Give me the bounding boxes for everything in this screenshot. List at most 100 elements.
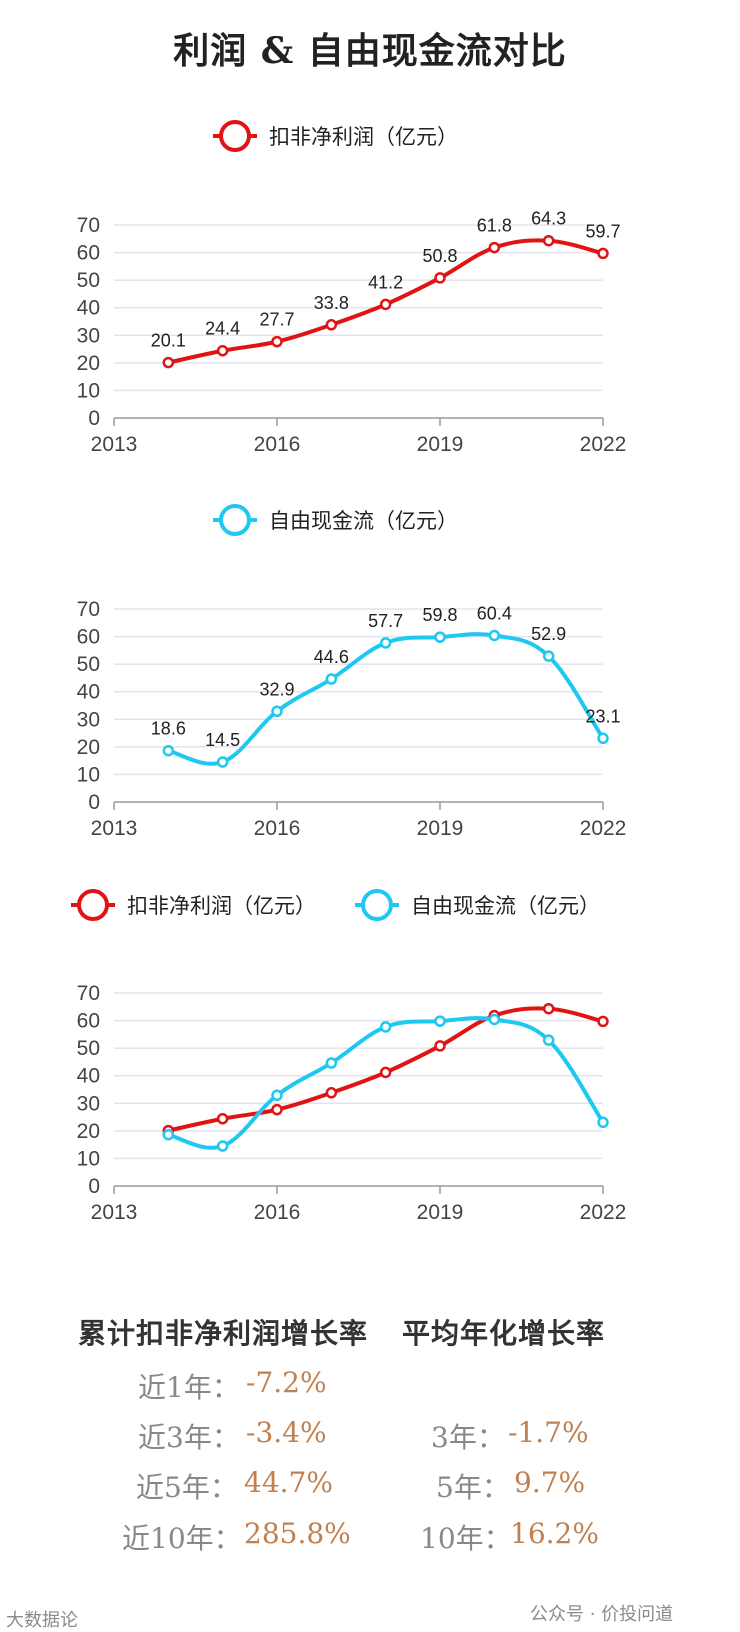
annual-3y-label: 3年：	[431, 1421, 505, 1454]
cumulative-10y-label: 近10年：	[122, 1522, 242, 1555]
data-point	[271, 335, 283, 348]
data-label: 44.6	[314, 647, 349, 667]
data-point	[542, 1034, 555, 1046]
y-tick-label: 40	[77, 1065, 100, 1088]
data-point	[597, 1116, 609, 1129]
data-point	[216, 756, 229, 768]
data-label: 23.1	[585, 706, 620, 726]
y-tick-label: 60	[77, 1010, 100, 1033]
cumulative-10y-value: 285.8%	[244, 1517, 351, 1550]
y-tick-label: 50	[77, 653, 100, 676]
cumulative-3y-value: -3.4%	[246, 1416, 327, 1449]
data-point	[162, 744, 175, 757]
cumulative-1y-label: 近1年：	[138, 1371, 240, 1404]
y-tick-label: 60	[77, 242, 100, 265]
x-tick-label: 2013	[91, 433, 138, 456]
y-tick-label: 40	[77, 297, 100, 320]
data-point	[216, 344, 229, 357]
data-point	[434, 1015, 446, 1027]
data-point	[434, 1040, 446, 1052]
data-label: 20.1	[151, 331, 186, 351]
data-point	[434, 272, 446, 284]
legend-item: 扣非净利润（亿元）	[71, 889, 316, 921]
data-point	[379, 637, 392, 649]
annual-5y-label: 5年：	[436, 1471, 510, 1504]
legend-label: 自由现金流（亿元）	[411, 894, 600, 918]
y-tick-label: 0	[88, 407, 100, 430]
data-label: 59.7	[585, 221, 620, 241]
y-tick-label: 20	[77, 1120, 100, 1143]
data-point	[325, 319, 338, 331]
x-tick-label: 2016	[254, 433, 301, 456]
data-label: 33.8	[314, 293, 349, 313]
annual-5y-value: 9.7%	[514, 1466, 586, 1499]
data-label: 27.7	[259, 310, 294, 330]
data-label: 61.8	[477, 216, 512, 236]
data-label: 14.5	[205, 730, 240, 750]
legend-label: 扣非净利润（亿元）	[127, 894, 316, 918]
cumulative-5y-value: 44.7%	[244, 1466, 333, 1499]
y-tick-label: 30	[77, 1092, 100, 1115]
x-tick-label: 2019	[417, 433, 464, 456]
chart-3: 扣非净利润（亿元） 自由现金流（亿元） 0 10 20 30 40 50 60 70 2013 201…	[71, 889, 626, 1224]
legend-marker	[361, 889, 393, 921]
x-tick-label: 2022	[580, 433, 627, 456]
data-label: 41.2	[368, 272, 403, 292]
data-label: 59.8	[422, 605, 457, 625]
data-point	[271, 705, 283, 718]
legend-label: 自由现金流（亿元）	[269, 509, 458, 533]
cumulative-growth-header: 累计扣非净利润增长率	[78, 1317, 369, 1350]
data-point	[325, 673, 338, 685]
data-label: 52.9	[531, 624, 566, 644]
data-label: 24.4	[205, 319, 240, 339]
cumulative-3y-label: 近3年：	[138, 1421, 240, 1454]
y-tick-label: 30	[77, 324, 100, 347]
y-tick-label: 40	[77, 681, 100, 704]
y-tick-label: 20	[77, 352, 100, 375]
data-point	[325, 1057, 338, 1069]
watermark-right: 公众号 · 价投问道	[530, 1604, 674, 1625]
y-tick-label: 70	[77, 982, 100, 1005]
data-label: 64.3	[531, 209, 566, 229]
y-tick-label: 50	[77, 269, 100, 292]
data-label: 50.8	[422, 246, 457, 266]
y-tick-label: 10	[77, 379, 100, 402]
page-title: 利润 & 自由现金流对比	[173, 30, 567, 72]
x-tick-label: 2013	[91, 817, 138, 840]
chart-1: 扣非净利润（亿元） 0 10 20 30 40 50 60 70 2013 2016 2019 2022…	[77, 120, 627, 456]
data-point	[162, 356, 175, 369]
data-label: 18.6	[151, 719, 186, 739]
legend-label: 扣非净利润（亿元）	[269, 125, 458, 149]
data-point	[488, 1013, 501, 1026]
legend-item: 扣非净利润（亿元）	[213, 120, 458, 152]
x-tick-label: 2016	[254, 817, 301, 840]
data-point	[271, 1089, 283, 1102]
data-point	[379, 1066, 392, 1079]
x-tick-label: 2013	[91, 1201, 138, 1224]
legend-marker	[77, 889, 109, 921]
legend-marker	[219, 504, 251, 536]
annual-10y-label: 10年：	[420, 1522, 512, 1555]
annual-10y-value: 16.2%	[510, 1517, 599, 1550]
data-point	[542, 234, 555, 247]
data-point	[488, 241, 501, 254]
data-point	[434, 631, 446, 643]
data-point	[162, 1128, 175, 1141]
y-tick-label: 10	[77, 763, 100, 786]
y-tick-label: 50	[77, 1037, 100, 1060]
y-tick-label: 60	[77, 626, 100, 649]
data-point	[542, 1002, 555, 1015]
x-tick-label: 2016	[254, 1201, 301, 1224]
cumulative-5y-label: 近5年：	[136, 1471, 238, 1504]
data-label: 60.4	[477, 603, 512, 623]
data-point	[542, 650, 555, 662]
data-point	[325, 1087, 338, 1099]
data-point	[488, 629, 501, 642]
annual-3y-value: -1.7%	[508, 1416, 589, 1449]
y-tick-label: 0	[88, 791, 100, 814]
y-tick-label: 10	[77, 1147, 100, 1170]
data-point	[379, 298, 392, 311]
data-label: 32.9	[259, 679, 294, 699]
cumulative-1y-value: -7.2%	[246, 1366, 327, 1399]
legend-item: 自由现金流（亿元）	[213, 504, 458, 536]
